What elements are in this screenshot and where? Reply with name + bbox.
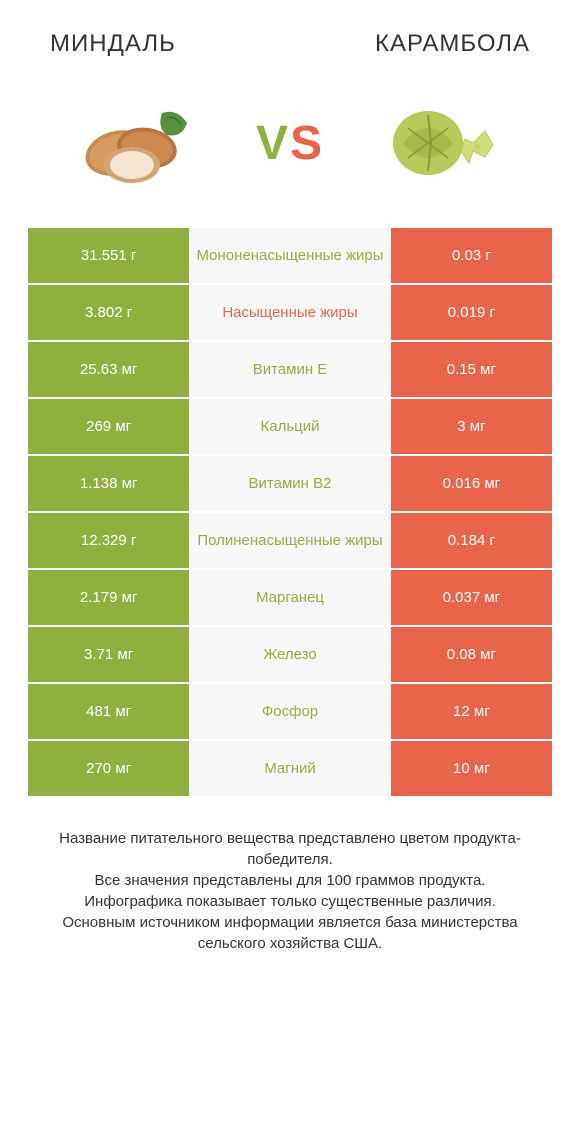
right-food-title: КАРАМБОЛА bbox=[375, 30, 530, 58]
table-row: 3.71 мгЖелезо0.08 мг bbox=[28, 627, 552, 682]
cell-nutrient-label: Полиненасыщенные жиры bbox=[189, 513, 391, 568]
cell-right-value: 10 мг bbox=[391, 741, 552, 796]
cell-nutrient-label: Марганец bbox=[189, 570, 391, 625]
comparison-table: 31.551 гМононенасыщенные жиры0.03 г3.802… bbox=[20, 228, 560, 796]
cell-nutrient-label: Мононенасыщенные жиры bbox=[189, 228, 391, 283]
vs-v: V bbox=[256, 117, 290, 170]
cell-right-value: 0.184 г bbox=[391, 513, 552, 568]
footnote: Название питательного вещества представл… bbox=[20, 798, 560, 964]
table-row: 31.551 гМононенасыщенные жиры0.03 г bbox=[28, 228, 552, 283]
almond-image bbox=[62, 88, 212, 198]
vs-s: S bbox=[290, 117, 324, 170]
table-row: 25.63 мгВитамин E0.15 мг bbox=[28, 342, 552, 397]
cell-nutrient-label: Фосфор bbox=[189, 684, 391, 739]
cell-right-value: 0.019 г bbox=[391, 285, 552, 340]
cell-left-value: 12.329 г bbox=[28, 513, 189, 568]
cell-left-value: 269 мг bbox=[28, 399, 189, 454]
table-row: 1.138 мгВитамин B20.016 мг bbox=[28, 456, 552, 511]
cell-right-value: 0.08 мг bbox=[391, 627, 552, 682]
cell-nutrient-label: Насыщенные жиры bbox=[189, 285, 391, 340]
cell-nutrient-label: Магний bbox=[189, 741, 391, 796]
cell-right-value: 0.03 г bbox=[391, 228, 552, 283]
footnote-line: Название питательного вещества представл… bbox=[59, 830, 521, 868]
cell-left-value: 3.802 г bbox=[28, 285, 189, 340]
cell-nutrient-label: Витамин B2 bbox=[189, 456, 391, 511]
table-row: 269 мгКальций3 мг bbox=[28, 399, 552, 454]
cell-right-value: 12 мг bbox=[391, 684, 552, 739]
table-row: 12.329 гПолиненасыщенные жиры0.184 г bbox=[28, 513, 552, 568]
footnote-line: Основным источником информации является … bbox=[62, 914, 517, 952]
cell-right-value: 3 мг bbox=[391, 399, 552, 454]
vs-row: VS bbox=[20, 78, 560, 228]
cell-nutrient-label: Витамин E bbox=[189, 342, 391, 397]
cell-nutrient-label: Кальций bbox=[189, 399, 391, 454]
table-row: 2.179 мгМарганец0.037 мг bbox=[28, 570, 552, 625]
table-row: 270 мгМагний10 мг bbox=[28, 741, 552, 796]
footnote-line: Инфографика показывает только существенн… bbox=[84, 893, 496, 910]
cell-right-value: 0.037 мг bbox=[391, 570, 552, 625]
cell-left-value: 3.71 мг bbox=[28, 627, 189, 682]
cell-right-value: 0.15 мг bbox=[391, 342, 552, 397]
vs-label: VS bbox=[256, 116, 324, 171]
cell-left-value: 270 мг bbox=[28, 741, 189, 796]
cell-left-value: 25.63 мг bbox=[28, 342, 189, 397]
header: МИНДАЛЬ КАРАМБОЛА bbox=[20, 20, 560, 78]
table-row: 3.802 гНасыщенные жиры0.019 г bbox=[28, 285, 552, 340]
cell-nutrient-label: Железо bbox=[189, 627, 391, 682]
left-food-title: МИНДАЛЬ bbox=[50, 30, 176, 58]
cell-left-value: 2.179 мг bbox=[28, 570, 189, 625]
footnote-line: Все значения представлены для 100 граммо… bbox=[95, 872, 486, 889]
cell-right-value: 0.016 мг bbox=[391, 456, 552, 511]
cell-left-value: 481 мг bbox=[28, 684, 189, 739]
cell-left-value: 1.138 мг bbox=[28, 456, 189, 511]
carambola-image bbox=[368, 88, 518, 198]
table-row: 481 мгФосфор12 мг bbox=[28, 684, 552, 739]
cell-left-value: 31.551 г bbox=[28, 228, 189, 283]
